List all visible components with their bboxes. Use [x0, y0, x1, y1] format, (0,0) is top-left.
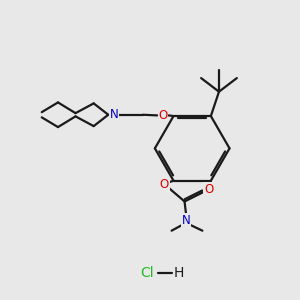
Text: Cl: Cl	[140, 266, 154, 280]
Text: O: O	[160, 178, 169, 191]
Text: N: N	[110, 108, 118, 121]
Text: H: H	[174, 266, 184, 280]
Text: O: O	[158, 109, 168, 122]
Text: N: N	[182, 214, 190, 227]
Text: O: O	[204, 183, 213, 196]
